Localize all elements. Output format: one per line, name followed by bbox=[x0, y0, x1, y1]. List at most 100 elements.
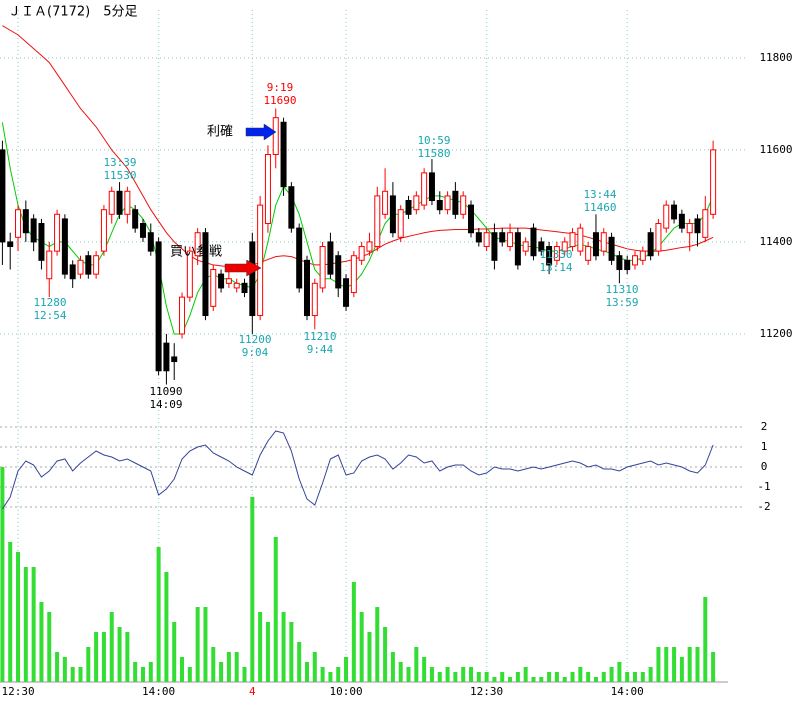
candle-body bbox=[546, 246, 553, 266]
candle-body bbox=[444, 195, 451, 211]
candle-body bbox=[93, 255, 100, 275]
volume-bar bbox=[586, 672, 591, 682]
volume-bar bbox=[47, 612, 52, 682]
volume-bar bbox=[437, 672, 442, 682]
candle-body bbox=[311, 282, 318, 317]
x-tick-label: 14:00 bbox=[611, 685, 644, 698]
volume-bar bbox=[531, 677, 536, 682]
candle-body bbox=[678, 213, 685, 229]
candle-body bbox=[116, 190, 123, 215]
volume-bar bbox=[250, 497, 255, 682]
volume-bar bbox=[297, 642, 302, 682]
candle-body bbox=[468, 204, 474, 234]
volume-bar bbox=[140, 667, 145, 682]
volume-bar bbox=[703, 597, 708, 682]
candle-body bbox=[241, 282, 248, 294]
volume-bar bbox=[211, 647, 216, 682]
candle-body bbox=[436, 200, 443, 211]
volume-bar bbox=[648, 667, 653, 682]
candle-body bbox=[38, 223, 45, 261]
point-label: 11210 bbox=[303, 330, 336, 343]
moving-average bbox=[2, 25, 714, 268]
y-tick-label: 11800 bbox=[759, 51, 792, 64]
candle-body bbox=[491, 232, 498, 261]
volume-bar bbox=[219, 662, 224, 682]
candle-body bbox=[147, 232, 154, 252]
marker-label: 買い参戦 bbox=[170, 244, 222, 260]
candle-body bbox=[77, 259, 84, 275]
volume-bar bbox=[304, 662, 309, 682]
volume-bar bbox=[172, 622, 177, 682]
point-label: 11530 bbox=[103, 169, 136, 182]
candle-body bbox=[335, 255, 342, 289]
point-label: 11690 bbox=[263, 94, 296, 107]
candle-body bbox=[647, 232, 654, 257]
point-label: 11280 bbox=[33, 296, 66, 309]
point-label: 11580 bbox=[417, 147, 450, 160]
point-label: 13:39 bbox=[103, 156, 136, 169]
candle-body bbox=[639, 250, 646, 261]
candle-body bbox=[514, 232, 521, 266]
volume-bar bbox=[180, 657, 185, 682]
candle-body bbox=[319, 246, 326, 289]
volume-bar bbox=[101, 632, 106, 682]
volume-bar bbox=[226, 652, 231, 682]
volume-bar bbox=[55, 652, 60, 682]
volume-bar bbox=[570, 672, 575, 682]
x-tick-label: 4 bbox=[249, 685, 256, 698]
candle-body bbox=[655, 223, 662, 252]
point-label: 11330 bbox=[539, 248, 572, 261]
volume-bar bbox=[31, 567, 36, 682]
x-tick-label: 12:30 bbox=[1, 685, 34, 698]
candle-body bbox=[0, 149, 6, 243]
candle-body bbox=[171, 356, 178, 363]
point-label: 11200 bbox=[238, 333, 271, 346]
candle-body bbox=[54, 213, 61, 252]
candle-body bbox=[139, 223, 146, 238]
volume-bar bbox=[148, 662, 153, 682]
arrow bbox=[245, 123, 277, 141]
volume-bar bbox=[539, 677, 544, 682]
candle-body bbox=[374, 195, 381, 248]
candle-body bbox=[475, 232, 482, 243]
candle-body bbox=[530, 227, 537, 257]
volume-bar bbox=[86, 647, 91, 682]
candle-body bbox=[264, 153, 271, 225]
y-tick-label: 11600 bbox=[759, 143, 792, 156]
candle-body bbox=[30, 218, 37, 243]
volume-bar bbox=[133, 662, 138, 682]
volume-bar bbox=[203, 607, 208, 682]
x-tick-label: 12:30 bbox=[470, 685, 503, 698]
candle-body bbox=[460, 195, 467, 215]
candle-body bbox=[694, 218, 701, 234]
volume-bar bbox=[70, 667, 75, 682]
volume-bar bbox=[484, 672, 489, 682]
y-tick-label: 11400 bbox=[759, 235, 792, 248]
marker-label: 利確 bbox=[207, 124, 233, 140]
candle-body bbox=[624, 259, 631, 271]
volume-bar bbox=[94, 632, 99, 682]
volume-bar bbox=[578, 667, 583, 682]
volume-bar bbox=[62, 657, 67, 682]
volume-bar bbox=[281, 612, 286, 682]
volume-bar bbox=[289, 622, 294, 682]
candle-body bbox=[124, 190, 131, 215]
volume-bar bbox=[547, 672, 552, 682]
chart-title: ＪＩＡ(7172) 5分足 bbox=[8, 5, 138, 20]
volume-bar bbox=[258, 612, 263, 682]
candle-body bbox=[179, 296, 186, 335]
candle-body bbox=[608, 236, 615, 261]
volume-bar bbox=[0, 467, 5, 682]
volume-bar bbox=[375, 607, 380, 682]
candle-body bbox=[507, 232, 514, 248]
candle-body bbox=[155, 241, 162, 372]
candle-body bbox=[577, 227, 584, 252]
volume-bar bbox=[469, 667, 473, 682]
point-label: 13:44 bbox=[583, 188, 616, 201]
candle-body bbox=[296, 227, 303, 289]
volume-bar bbox=[601, 672, 606, 682]
volume-bar bbox=[367, 632, 372, 682]
volume-bar bbox=[78, 667, 83, 682]
volume-bar bbox=[664, 647, 669, 682]
